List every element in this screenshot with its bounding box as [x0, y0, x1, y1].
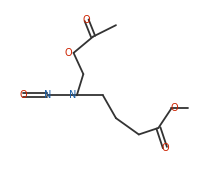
- Text: O: O: [161, 143, 169, 153]
- Text: N: N: [44, 90, 51, 100]
- Text: O: O: [19, 90, 27, 100]
- Text: N: N: [69, 90, 76, 100]
- Text: O: O: [64, 48, 72, 58]
- Text: O: O: [83, 15, 91, 25]
- Text: O: O: [170, 103, 178, 113]
